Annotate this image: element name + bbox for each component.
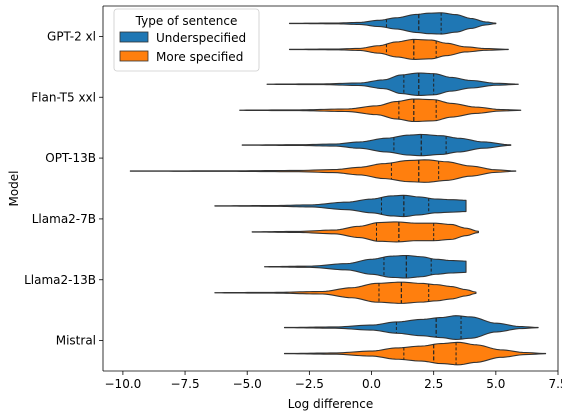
violin-more-specified-llama2-7b bbox=[251, 221, 479, 243]
violin-layer bbox=[129, 12, 547, 366]
x-tick-label: −10.0 bbox=[105, 377, 142, 391]
violin-underspecified-gpt-2-xl bbox=[288, 12, 497, 35]
violin-underspecified-mistral bbox=[283, 315, 539, 340]
y-axis-ticks: GPT-2 xl Flan-T5 xxl OPT-13B Llama2-7B Llama… bbox=[24, 29, 103, 348]
legend-swatch-more-specified bbox=[119, 50, 149, 62]
axes-frame bbox=[102, 5, 559, 372]
x-tick-label: −7.5 bbox=[170, 377, 199, 391]
y-tick-label: OPT-13B bbox=[45, 151, 96, 165]
x-tick-label: 5.0 bbox=[486, 377, 505, 391]
y-tick-label: GPT-2 xl bbox=[47, 29, 96, 43]
violin-underspecified-flan-t5-xxl bbox=[266, 72, 519, 97]
x-tick-label: 2.5 bbox=[424, 377, 443, 391]
y-axis-label: Model bbox=[7, 170, 21, 206]
y-tick-label: Mistral bbox=[56, 334, 96, 348]
y-tick-label: Flan-T5 xxl bbox=[31, 90, 96, 104]
violin-more-specified-gpt-2-xl bbox=[288, 38, 509, 60]
x-axis-ticks: −10.0 −7.5 −5.0 −2.5 0.0 2.5 5.0 7.5 bbox=[105, 371, 562, 391]
legend-swatch-underspecified bbox=[119, 31, 149, 43]
x-tick-label: −2.5 bbox=[295, 377, 324, 391]
legend: Type of sentence Underspecified More spe… bbox=[113, 8, 260, 72]
violin-underspecified-opt-13b bbox=[241, 133, 512, 157]
violin-more-specified-mistral bbox=[283, 341, 547, 366]
violin-more-specified-flan-t5-xxl bbox=[239, 98, 522, 123]
violin-underspecified-llama2-13b bbox=[264, 254, 467, 279]
y-tick-label: Llama2-7B bbox=[32, 212, 96, 226]
violin-more-specified-llama2-13b bbox=[214, 281, 477, 304]
legend-box bbox=[113, 8, 260, 72]
violin-more-specified-opt-13b bbox=[129, 159, 517, 183]
x-axis-label: Log difference bbox=[288, 397, 374, 411]
y-tick-label: Llama2-13B bbox=[24, 273, 96, 287]
x-tick-label: −5.0 bbox=[233, 377, 262, 391]
legend-title: Type of sentence bbox=[135, 14, 238, 28]
legend-label-more-specified: More specified bbox=[156, 50, 243, 64]
x-tick-label: 0.0 bbox=[362, 377, 381, 391]
violin-underspecified-llama2-7b bbox=[214, 194, 467, 218]
legend-label-underspecified: Underspecified bbox=[156, 31, 246, 45]
x-tick-label: 7.5 bbox=[548, 377, 562, 391]
